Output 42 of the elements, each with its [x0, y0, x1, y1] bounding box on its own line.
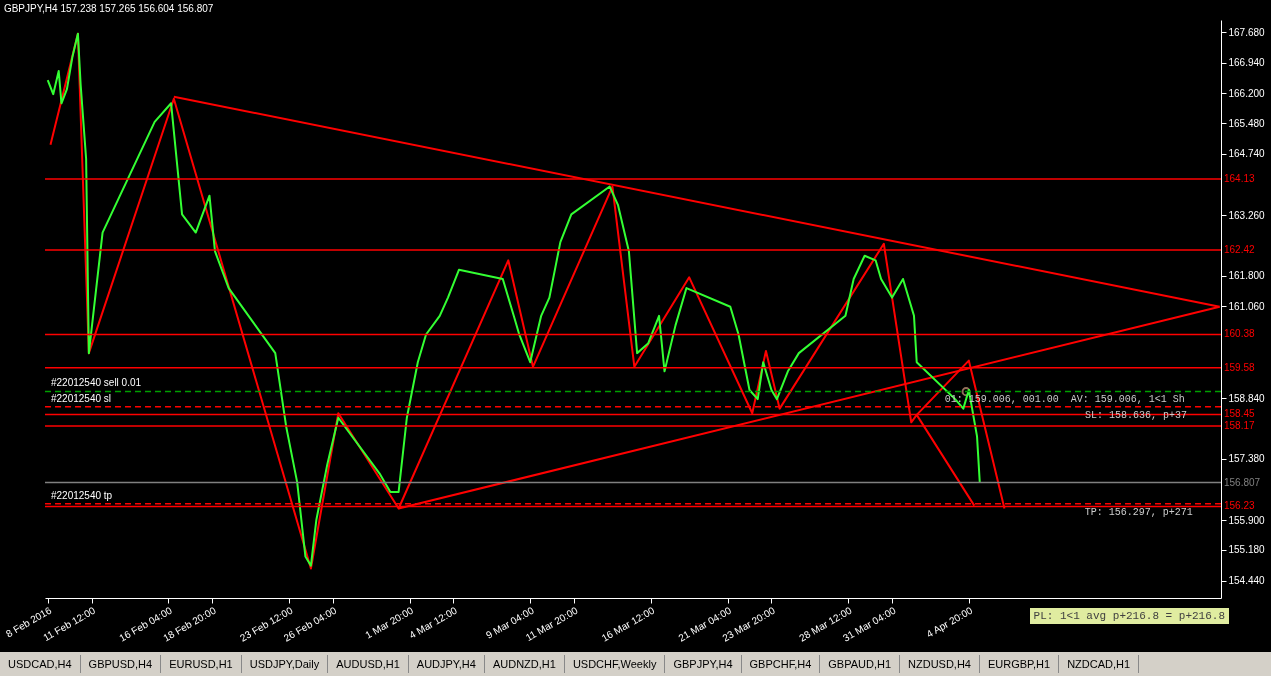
text: NZDCAD,H1 [1059, 655, 1140, 673]
annotation: TP: 156.297, p+271 [1084, 506, 1193, 518]
text: USDJPY,Daily [241, 655, 329, 673]
text: GBPCHF,H4 [741, 655, 821, 673]
ref-line-label: 159.58 [1224, 361, 1256, 373]
text: GBPAUD,H1 [820, 655, 901, 673]
text: AUDJPY,H4 [408, 655, 485, 673]
y-tick-label: 157.380 [1228, 453, 1266, 465]
chart-title: GBPJPY,H4 157.238 157.265 156.604 156.807 [3, 3, 214, 14]
text: USDCHF,Weekly [564, 655, 666, 673]
ref-line-label: 156.807 [1224, 476, 1261, 488]
ref-line-label: #22012540 sl [51, 392, 112, 404]
text: AUDNZD,H1 [484, 655, 565, 673]
ref-line-label: 160.38 [1224, 328, 1256, 340]
ref-line-label: 158.45 [1224, 408, 1256, 420]
y-tick-label: 164.740 [1228, 148, 1266, 160]
y-tick-label: 161.800 [1228, 270, 1266, 282]
y-tick-label: 155.180 [1228, 544, 1266, 556]
y-tick-label: 166.200 [1228, 87, 1266, 99]
ref-line-label: #22012540 sell 0.01 [51, 377, 142, 389]
y-tick-label: 167.680 [1228, 26, 1266, 38]
ref-line-label: #22012540 tp [51, 489, 113, 501]
y-tick-label: 154.440 [1228, 575, 1266, 587]
y-tick-label: 166.940 [1228, 57, 1266, 69]
text: EURGBP,H1 [979, 655, 1060, 673]
text: AUDUSD,H1 [328, 655, 409, 673]
y-tick-label: 161.060 [1228, 300, 1266, 312]
ref-line-label: 164.13 [1224, 173, 1256, 185]
y-tick-label: 158.840 [1228, 392, 1266, 404]
annotation: AV: 159.006, 1<1 Sh [1070, 394, 1185, 406]
ref-line-label: 162.42 [1224, 243, 1256, 255]
y-tick-label: 163.260 [1228, 209, 1266, 221]
text: PL: 1<1 avg p+216.8 = p+216.8 [1029, 608, 1229, 624]
text: NZDUSD,H4 [900, 655, 980, 673]
ref-line-label: 158.17 [1224, 420, 1256, 432]
text: GBPUSD,H4 [80, 655, 162, 673]
y-tick-label: 155.900 [1228, 514, 1266, 526]
text: GBPJPY,H4 [665, 655, 742, 673]
text: EURUSD,H1 [161, 655, 242, 673]
y-tick-label: 165.480 [1228, 117, 1266, 129]
text: USDCAD,H4 [0, 655, 81, 673]
ref-line-label: 156.23 [1224, 500, 1256, 512]
